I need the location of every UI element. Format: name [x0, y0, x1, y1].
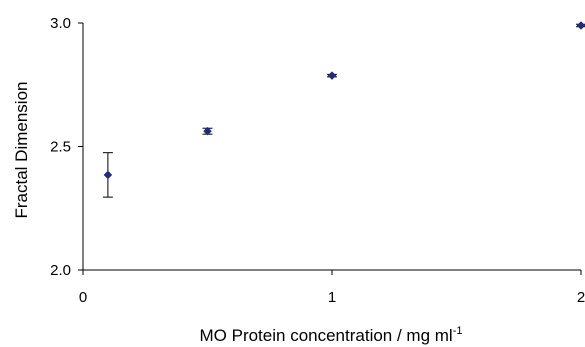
y-axis-title: Fractal Dimension — [12, 82, 31, 219]
x-tick-label: 2 — [577, 289, 585, 306]
data-point — [327, 71, 337, 80]
axes — [82, 23, 581, 271]
x-axis-title: MO Protein concentration / mg ml-1 — [200, 325, 463, 345]
ticks: 2.0 2.5 3.0 0 1 2 — [50, 15, 585, 306]
y-tick-label: 2.0 — [50, 262, 71, 279]
data-points — [102, 21, 585, 198]
data-point — [103, 170, 113, 180]
data-point — [203, 126, 212, 136]
data-point — [576, 21, 585, 30]
x-tick-label: 0 — [79, 289, 87, 306]
x-axis-title-superscript: -1 — [453, 325, 463, 337]
x-axis-title-main: MO Protein concentration / mg ml — [200, 326, 453, 345]
y-tick-label: 2.5 — [50, 139, 71, 156]
x-tick-label: 1 — [328, 289, 336, 306]
y-tick-label: 3.0 — [50, 15, 71, 32]
